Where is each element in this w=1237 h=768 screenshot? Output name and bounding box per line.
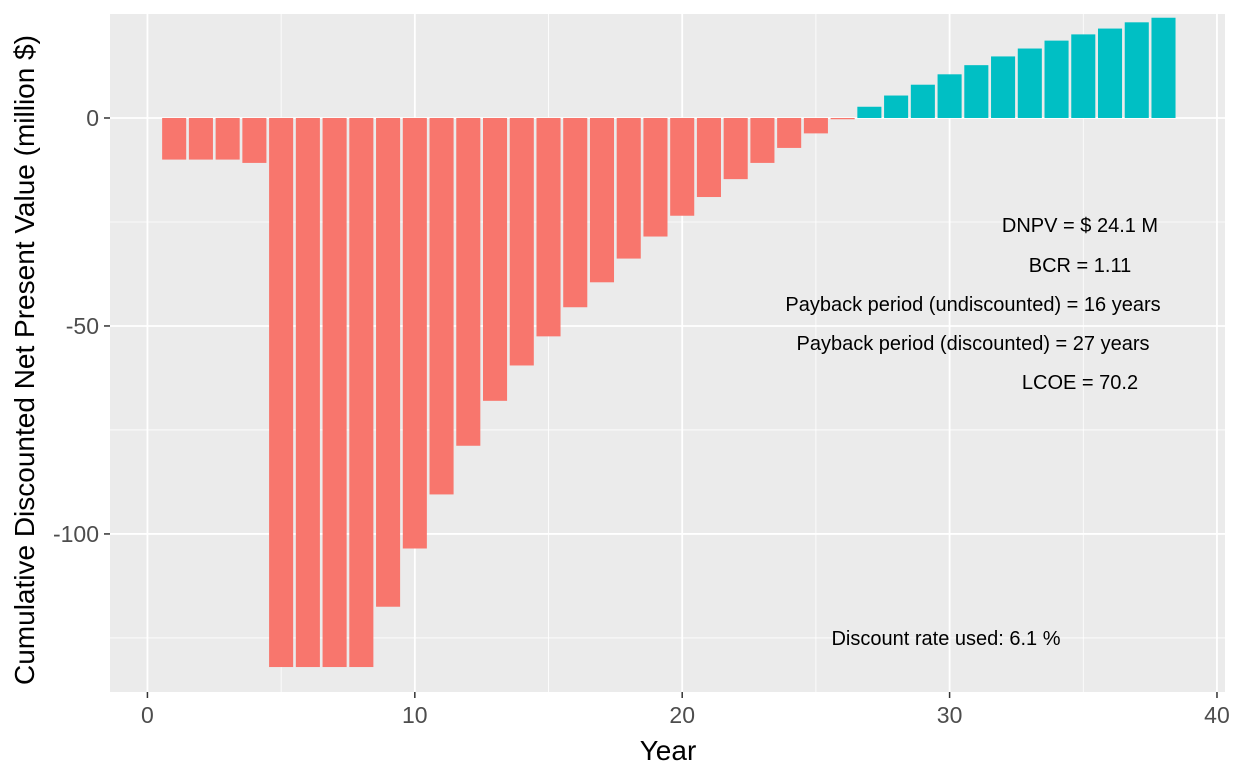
bar xyxy=(1071,34,1096,118)
y-tick-label: 0 xyxy=(86,105,99,131)
bar xyxy=(188,117,213,160)
bar xyxy=(1017,48,1042,118)
bars xyxy=(162,17,1176,668)
bar xyxy=(937,74,962,118)
bar xyxy=(483,117,508,401)
bar xyxy=(1097,28,1123,118)
x-tick-label: 40 xyxy=(1204,702,1230,728)
bar xyxy=(162,117,187,160)
bar xyxy=(803,117,828,134)
y-tick-label: -50 xyxy=(66,313,99,339)
x-axis-ticks: 0 10 20 30 40 xyxy=(141,692,1230,728)
annotation-payback-discounted: Payback period (discounted) = 27 years xyxy=(797,333,1150,355)
bar xyxy=(589,117,615,283)
x-tick-label: 0 xyxy=(141,702,154,728)
y-axis-ticks: 0 -50 -100 xyxy=(53,105,110,547)
bar xyxy=(643,117,668,237)
x-tick-label: 30 xyxy=(937,702,963,728)
bar xyxy=(991,56,1016,118)
bar xyxy=(857,106,882,118)
bar xyxy=(777,117,802,148)
bar xyxy=(215,117,240,160)
bar xyxy=(242,117,267,163)
bar xyxy=(563,117,588,308)
annotation-bcr: BCR = 1.11 xyxy=(1029,255,1131,277)
bar xyxy=(616,117,641,259)
bar xyxy=(670,117,695,216)
x-tick-label: 10 xyxy=(402,702,428,728)
bar xyxy=(376,117,401,607)
bar xyxy=(1151,17,1176,118)
bar xyxy=(964,65,989,118)
bar xyxy=(349,117,374,668)
bar xyxy=(269,117,294,668)
bar xyxy=(429,117,454,495)
bar xyxy=(910,84,935,118)
y-axis-title: Cumulative Discounted Net Present Value … xyxy=(9,35,40,685)
annotation-discount-rate: Discount rate used: 6.1 % xyxy=(831,628,1060,650)
bar xyxy=(536,117,561,337)
x-axis-title: Year xyxy=(640,735,697,766)
annotation-dnpv: DNPV = $ 24.1 M xyxy=(1002,215,1158,237)
bar xyxy=(402,117,427,549)
bar xyxy=(830,117,855,120)
bar xyxy=(1124,22,1149,118)
bar xyxy=(723,117,748,180)
annotation-lcoe: LCOE = 70.2 xyxy=(1022,372,1138,394)
bar xyxy=(696,117,721,198)
y-tick-label: -100 xyxy=(53,521,99,547)
bar xyxy=(322,117,347,668)
bar xyxy=(456,117,481,446)
bar xyxy=(509,117,534,366)
bar xyxy=(750,117,775,163)
bar xyxy=(884,95,909,118)
bar xyxy=(1044,40,1069,118)
bar xyxy=(295,117,320,668)
annotation-payback-undiscounted: Payback period (undiscounted) = 16 years xyxy=(785,294,1160,316)
x-tick-label: 20 xyxy=(669,702,695,728)
